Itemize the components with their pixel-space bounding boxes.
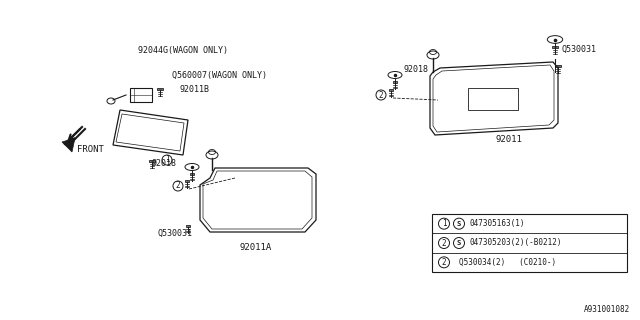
Bar	[388, 89, 394, 91]
Text: 047305203(2)(-B0212): 047305203(2)(-B0212)	[470, 238, 563, 247]
Text: Q530034(2)   (C0210-): Q530034(2) (C0210-)	[459, 258, 556, 267]
Circle shape	[173, 181, 183, 191]
Text: 1: 1	[164, 156, 170, 164]
Text: 92018: 92018	[403, 65, 428, 74]
Text: 2: 2	[379, 91, 383, 100]
Text: 1: 1	[442, 219, 446, 228]
Bar	[189, 173, 195, 175]
Text: A931001082: A931001082	[584, 305, 630, 314]
Bar	[149, 160, 155, 162]
Text: 92011B: 92011B	[180, 85, 210, 94]
Text: S: S	[457, 221, 461, 227]
Polygon shape	[62, 138, 75, 152]
Text: Q530031: Q530031	[562, 45, 597, 54]
Circle shape	[438, 257, 449, 268]
Bar	[556, 65, 561, 67]
Circle shape	[438, 237, 449, 249]
Text: Q530031: Q530031	[158, 229, 193, 238]
Circle shape	[454, 218, 465, 229]
Text: 92011: 92011	[495, 135, 522, 144]
Bar	[157, 88, 163, 90]
Text: 92018: 92018	[152, 159, 177, 168]
Text: S: S	[457, 240, 461, 246]
Text: 047305163(1): 047305163(1)	[470, 219, 525, 228]
Bar	[184, 180, 189, 182]
Text: Q560007(WAGON ONLY): Q560007(WAGON ONLY)	[172, 71, 267, 80]
Circle shape	[376, 90, 386, 100]
Text: 2: 2	[442, 258, 446, 267]
Circle shape	[162, 155, 172, 165]
Text: 92044G(WAGON ONLY): 92044G(WAGON ONLY)	[138, 46, 228, 55]
Bar	[432, 214, 627, 272]
Bar	[392, 81, 397, 83]
Bar	[552, 46, 557, 48]
Text: 2: 2	[442, 238, 446, 247]
Bar	[468, 88, 518, 110]
Bar	[186, 225, 191, 227]
Text: 2: 2	[176, 181, 180, 190]
Circle shape	[454, 237, 465, 249]
Text: 92011A: 92011A	[240, 243, 272, 252]
Bar	[130, 88, 152, 102]
Circle shape	[438, 218, 449, 229]
Text: FRONT: FRONT	[77, 145, 104, 154]
